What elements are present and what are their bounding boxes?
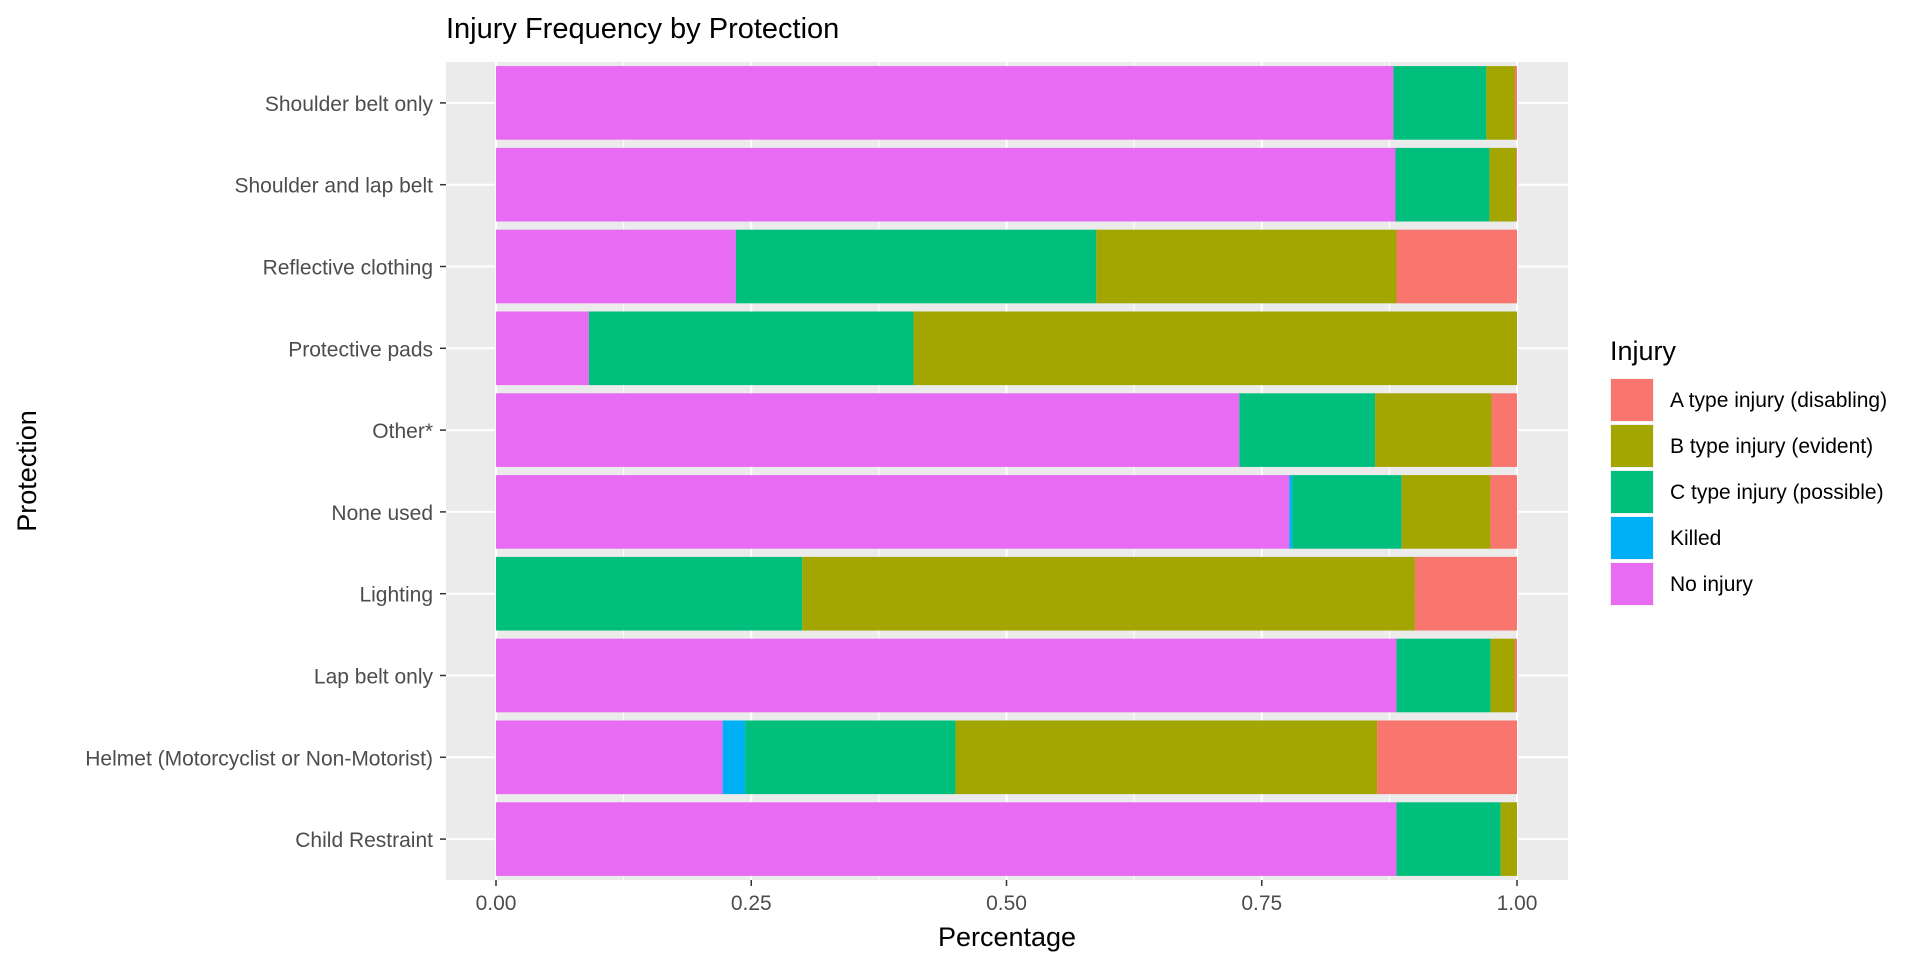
- bar-segment: [496, 393, 1240, 467]
- legend-swatch: [1611, 563, 1653, 605]
- bar-segment: [1491, 393, 1517, 467]
- y-tick-label: None used: [331, 502, 433, 525]
- bar-segment: [745, 720, 956, 795]
- legend: Injury A type injury (disabling) B type i…: [1610, 336, 1887, 606]
- bar-segment: [1514, 638, 1517, 713]
- bar-segment: [1414, 556, 1517, 631]
- bar-segment: [496, 475, 1290, 549]
- bar-segment: [735, 229, 1097, 304]
- bar-segment: [722, 720, 746, 795]
- legend-label: C type injury (possible): [1670, 481, 1884, 504]
- y-tick-label: Protective pads: [288, 338, 433, 361]
- legend-swatch: [1611, 471, 1653, 513]
- bar-segment: [496, 311, 589, 386]
- legend-swatch: [1611, 517, 1653, 559]
- legend-swatch: [1611, 379, 1653, 421]
- x-tick-label: 0.25: [731, 892, 772, 915]
- bar-segment: [1289, 475, 1293, 549]
- bar-segment: [1500, 802, 1517, 876]
- y-tick-label: Shoulder belt only: [265, 93, 434, 116]
- x-tick-label: 1.00: [1497, 892, 1538, 915]
- bar-segment: [496, 66, 1394, 140]
- bar-segment: [1515, 147, 1517, 222]
- chart-title: Injury Frequency by Protection: [446, 13, 839, 45]
- bar-segment: [1292, 475, 1402, 549]
- bar-segment: [1377, 720, 1517, 795]
- x-tick-label: 0.00: [476, 892, 517, 915]
- y-axis-title: Protection: [12, 410, 42, 532]
- y-tick-label: Reflective clothing: [263, 257, 433, 280]
- x-axis-title: Percentage: [938, 922, 1076, 952]
- bar-segment: [1393, 66, 1487, 140]
- bar-segment: [955, 720, 1378, 795]
- y-tick-label: Shoulder and lap belt: [235, 175, 434, 198]
- bar-segment: [496, 147, 1396, 222]
- bar-segment: [1490, 638, 1515, 713]
- y-tick-label: Lap belt only: [314, 666, 434, 689]
- bar-segment: [588, 311, 914, 386]
- legend-title: Injury: [1610, 336, 1677, 366]
- legend-swatch: [1611, 425, 1653, 467]
- y-tick-label: Lighting: [359, 584, 433, 607]
- bar-segment: [1514, 66, 1517, 140]
- legend-label: A type injury (disabling): [1670, 389, 1887, 412]
- bar-segment: [496, 556, 803, 631]
- y-axis: Child Restraint Helmet (Motorcyclist or N…: [85, 93, 446, 852]
- y-tick-label: Helmet (Motorcyclist or Non-Motorist): [85, 747, 433, 770]
- bar-segment: [496, 638, 1397, 713]
- bar-segment: [1490, 475, 1517, 549]
- bar-segment: [1489, 147, 1516, 222]
- bar-segment: [1395, 147, 1490, 222]
- bar-segment: [496, 802, 1397, 876]
- legend-label: Killed: [1670, 527, 1721, 550]
- bar-segment: [802, 556, 1415, 631]
- bars-layer: [496, 66, 1517, 876]
- bar-segment: [1375, 393, 1492, 467]
- bar-segment: [496, 720, 723, 795]
- bar-segment: [1396, 638, 1491, 713]
- legend-label: No injury: [1670, 573, 1753, 596]
- bar-segment: [1239, 393, 1376, 467]
- bar-segment: [913, 311, 1517, 386]
- x-axis: 0.00 0.25 0.50 0.75 1.00: [476, 880, 1538, 915]
- bar-segment: [1396, 229, 1517, 304]
- bar-segment: [496, 229, 736, 304]
- y-tick-label: Child Restraint: [295, 829, 433, 852]
- bar-segment: [1096, 229, 1397, 304]
- legend-label: B type injury (evident): [1670, 435, 1873, 458]
- x-tick-label: 0.75: [1241, 892, 1282, 915]
- bar-segment: [1401, 475, 1491, 549]
- bar-segment: [1486, 66, 1515, 140]
- x-tick-label: 0.50: [986, 892, 1027, 915]
- y-tick-label: Other*: [372, 420, 433, 443]
- bar-segment: [1396, 802, 1501, 876]
